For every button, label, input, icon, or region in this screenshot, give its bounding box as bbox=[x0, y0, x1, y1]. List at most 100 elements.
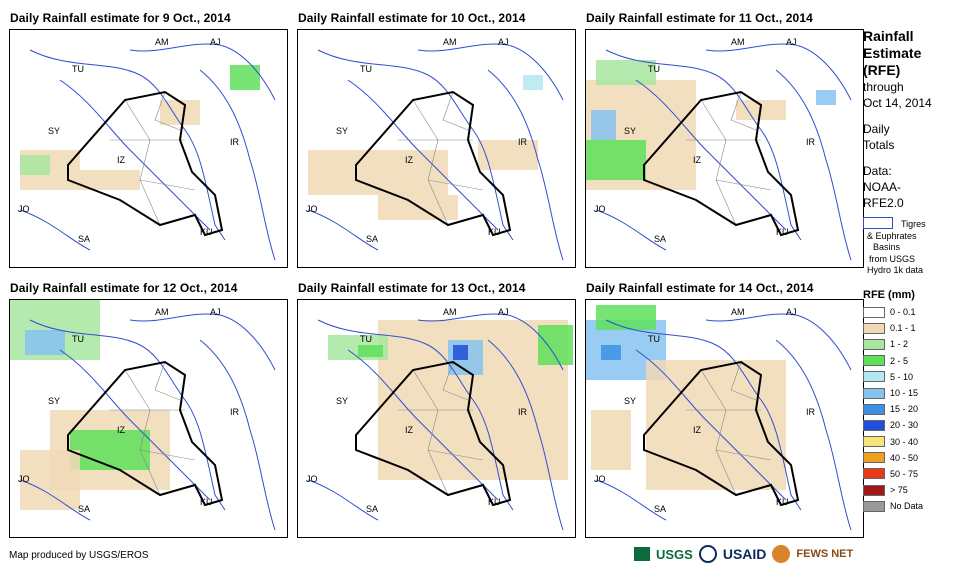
basin-boundary bbox=[199, 69, 276, 261]
rainfall-map: AM AJ TU SY IZ IR JO SA KU bbox=[306, 307, 573, 531]
province-boundary bbox=[154, 91, 181, 131]
country-label: AJ bbox=[786, 307, 797, 317]
through-text: through bbox=[863, 80, 904, 94]
footer-credit: Map produced by USGS/EROS bbox=[9, 550, 149, 561]
data-source-2: RFE2.0 bbox=[863, 196, 904, 210]
country-label: TU bbox=[648, 64, 660, 74]
legend-label: 2 - 5 bbox=[890, 355, 909, 366]
basin-note-5: Hydro 1k data bbox=[867, 265, 924, 275]
map-panel-1: AM AJ TU SY IZ IR JO SA KU bbox=[9, 29, 288, 268]
usaid-logo: USAID bbox=[722, 546, 767, 562]
country-label: IZ bbox=[693, 155, 702, 165]
country-label: JO bbox=[594, 474, 606, 484]
legend-item: 30 - 40 bbox=[863, 434, 967, 450]
country-label: JO bbox=[594, 204, 606, 214]
basin-note-3: Basins bbox=[873, 242, 901, 252]
iraq-border bbox=[643, 90, 800, 237]
country-label: SA bbox=[654, 504, 666, 514]
rainfall-patch bbox=[20, 450, 80, 510]
country-label: AJ bbox=[498, 37, 509, 47]
iraq-border bbox=[643, 360, 800, 507]
legend-rows: 0 - 0.1 0.1 - 1 1 - 2 2 - 5 5 - 10 10 - 15 15 … bbox=[863, 304, 967, 514]
legend-item: 0.1 - 1 bbox=[863, 320, 967, 336]
legend-item: 40 - 50 bbox=[863, 450, 967, 466]
country-label: AM bbox=[155, 307, 169, 317]
basin-boundary bbox=[307, 479, 379, 521]
daily-text: Daily bbox=[863, 122, 890, 136]
country-label: AJ bbox=[210, 307, 221, 317]
rainfall-patch bbox=[596, 305, 656, 330]
province-boundary bbox=[730, 91, 757, 131]
province-boundary bbox=[715, 139, 737, 226]
rainfall-patch bbox=[596, 60, 656, 85]
legend-label: 15 - 20 bbox=[890, 404, 919, 415]
rainfall-patch bbox=[601, 345, 621, 360]
rainfall-map: AM AJ TU SY IZ IR JO SA KU bbox=[18, 37, 276, 261]
legend-swatch bbox=[863, 371, 885, 383]
basin-boundary bbox=[19, 209, 91, 251]
map-panel-5: AM AJ TU SY IZ IR JO SA KU bbox=[297, 299, 576, 538]
country-label: IR bbox=[518, 407, 528, 417]
basin-boundary bbox=[417, 43, 564, 101]
legend-label: 0 - 0.1 bbox=[890, 307, 916, 318]
legend-swatch bbox=[863, 387, 885, 399]
country-label: TU bbox=[72, 334, 84, 344]
legend-swatch bbox=[863, 306, 885, 318]
province-boundary bbox=[715, 449, 772, 461]
legend-label: 20 - 30 bbox=[890, 420, 919, 431]
basin-note-4: from USGS bbox=[869, 254, 916, 264]
country-label: AM bbox=[731, 307, 745, 317]
legend-label: 30 - 40 bbox=[890, 436, 919, 447]
rainfall-patch bbox=[816, 90, 836, 105]
fews-logo: FEWS NET bbox=[796, 548, 854, 560]
basin-boundary bbox=[307, 209, 379, 251]
map-panel-6: AM AJ TU SY IZ IR JO SA KU bbox=[585, 299, 864, 538]
country-label: TU bbox=[72, 64, 84, 74]
country-label: JO bbox=[18, 474, 30, 484]
basin-boundary bbox=[775, 69, 852, 261]
country-label: AM bbox=[155, 37, 169, 47]
iraq-border bbox=[67, 90, 224, 237]
legend-swatch bbox=[863, 452, 885, 464]
country-label: IR bbox=[806, 407, 816, 417]
map-panel-2: AM AJ TU SY IZ IR JO SA KU bbox=[297, 29, 576, 268]
iraq-border bbox=[67, 360, 224, 507]
rainfall-patch bbox=[478, 140, 538, 170]
country-label: KU bbox=[200, 497, 213, 507]
rainfall-patch bbox=[20, 155, 50, 175]
country-label: SY bbox=[624, 396, 636, 406]
panel-title-4: Daily Rainfall estimate for 12 Oct., 201… bbox=[10, 281, 238, 295]
country-label: SA bbox=[366, 504, 378, 514]
legend-label: No Data bbox=[890, 501, 924, 512]
panel-title-1: Daily Rainfall estimate for 9 Oct., 2014 bbox=[10, 11, 231, 25]
country-label: TU bbox=[360, 64, 372, 74]
sidebar-title-1: Rainfall bbox=[863, 28, 914, 44]
rainfall-map: AM AJ TU SY IZ IR JO SA KU bbox=[10, 300, 276, 531]
data-label: Data: bbox=[863, 164, 892, 178]
province-boundary bbox=[730, 361, 757, 401]
basin-boundary bbox=[199, 339, 276, 531]
legend-label: > 75 bbox=[890, 485, 908, 496]
legend-swatch bbox=[863, 436, 885, 448]
province-boundary bbox=[139, 139, 161, 226]
country-label: TU bbox=[360, 334, 372, 344]
panel-title-6: Daily Rainfall estimate for 14 Oct., 201… bbox=[586, 281, 814, 295]
basin-boundary bbox=[347, 79, 499, 231]
country-label: KU bbox=[200, 227, 213, 237]
legend-item: 5 - 10 bbox=[863, 369, 967, 385]
rainfall-map: AM AJ TU SY IZ IR JO SA KU bbox=[586, 37, 852, 261]
sidebar-title-2: Estimate bbox=[863, 45, 922, 61]
country-label: SY bbox=[336, 396, 348, 406]
basin-boundary bbox=[19, 479, 91, 521]
country-label: KU bbox=[776, 227, 789, 237]
country-label: IR bbox=[806, 137, 816, 147]
legend-swatch bbox=[863, 419, 885, 431]
country-label: SY bbox=[48, 126, 60, 136]
rainfall-patch bbox=[523, 75, 543, 90]
iraq-border bbox=[355, 360, 512, 507]
province-boundary bbox=[442, 91, 469, 131]
country-label: SA bbox=[78, 504, 90, 514]
rainfall-patch bbox=[378, 195, 458, 220]
rainfall-patch bbox=[160, 100, 200, 125]
legend-label: 50 - 75 bbox=[890, 468, 919, 479]
